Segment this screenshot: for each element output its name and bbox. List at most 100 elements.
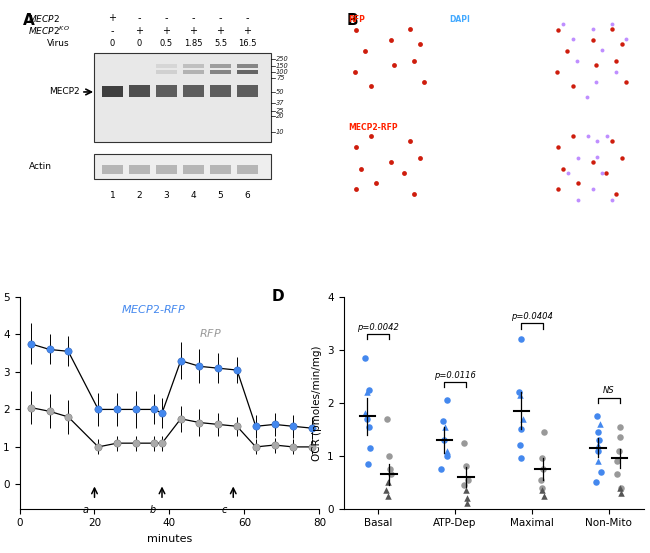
Point <box>514 388 525 397</box>
Text: p=0.0116: p=0.0116 <box>434 371 476 379</box>
Text: 2: 2 <box>136 191 142 200</box>
Text: 150: 150 <box>276 63 289 69</box>
Text: -: - <box>111 26 114 36</box>
Point <box>381 486 391 494</box>
Point <box>436 465 447 473</box>
Text: 250: 250 <box>276 56 289 62</box>
Text: 3: 3 <box>164 191 170 200</box>
Bar <box>156 65 177 67</box>
Point <box>359 409 370 418</box>
Bar <box>183 85 204 97</box>
Text: 100: 100 <box>276 70 289 75</box>
Text: $\it{MECP2}^{\it{KO}}$: $\it{MECP2}^{\it{KO}}$ <box>29 25 70 38</box>
Point <box>362 388 372 397</box>
Point <box>365 444 376 452</box>
Text: NS: NS <box>603 387 615 395</box>
Point <box>442 446 452 455</box>
Point <box>515 441 526 450</box>
Point <box>250 442 261 451</box>
Text: 5.5: 5.5 <box>214 39 227 48</box>
Point <box>612 457 622 466</box>
Point <box>437 417 448 426</box>
Point <box>536 475 547 484</box>
Point <box>112 405 122 414</box>
Point <box>385 465 395 473</box>
Point <box>616 483 626 492</box>
Text: Virus: Virus <box>47 39 69 48</box>
Text: $\it{MECP2}$: $\it{MECP2}$ <box>29 13 60 24</box>
Point <box>615 483 625 492</box>
Text: +: + <box>162 26 170 36</box>
Text: 16.5: 16.5 <box>239 39 257 48</box>
Bar <box>183 165 204 174</box>
Point <box>463 475 474 484</box>
Text: 0: 0 <box>137 39 142 48</box>
Point <box>592 411 603 420</box>
Point <box>63 347 73 356</box>
Point <box>362 414 372 423</box>
Text: Actin: Actin <box>29 162 51 171</box>
Text: 6: 6 <box>244 191 250 200</box>
Point <box>518 414 528 423</box>
Point <box>250 422 261 431</box>
Point <box>458 481 469 489</box>
Point <box>131 405 141 414</box>
Point <box>593 427 603 436</box>
Bar <box>183 65 204 67</box>
Bar <box>156 70 177 74</box>
Point <box>44 407 55 416</box>
Text: b: b <box>150 505 156 515</box>
Bar <box>183 70 204 74</box>
Text: D: D <box>272 289 284 304</box>
Text: p=0.0404: p=0.0404 <box>511 312 553 321</box>
Text: +: + <box>135 26 144 36</box>
Text: 75: 75 <box>276 75 285 81</box>
Text: 5: 5 <box>218 191 224 200</box>
Point <box>157 439 167 447</box>
Point <box>442 451 452 460</box>
Point <box>516 425 526 434</box>
Bar <box>94 154 272 179</box>
Point <box>537 486 547 494</box>
Point <box>592 457 603 466</box>
Text: p=0.0042: p=0.0042 <box>358 323 399 332</box>
Point <box>441 396 452 405</box>
Text: DAPI: DAPI <box>449 15 470 24</box>
Point <box>459 438 469 447</box>
Point <box>462 499 472 508</box>
Text: 1.85: 1.85 <box>184 39 203 48</box>
Point <box>592 446 603 455</box>
Point <box>363 422 374 431</box>
Text: MECP2: MECP2 <box>49 87 79 96</box>
Point <box>515 390 526 399</box>
Bar <box>210 85 231 97</box>
Point <box>213 364 224 373</box>
Bar <box>237 65 258 67</box>
Text: 4: 4 <box>190 191 196 200</box>
Bar <box>101 86 124 97</box>
Bar <box>129 165 150 174</box>
Point <box>194 362 205 371</box>
Point <box>213 420 224 429</box>
Point <box>595 467 606 476</box>
X-axis label: minutes: minutes <box>147 534 192 544</box>
Y-axis label: OCR (pmoles/min/mg): OCR (pmoles/min/mg) <box>311 345 322 461</box>
Point <box>540 427 550 436</box>
Point <box>232 422 242 431</box>
Bar <box>94 54 272 142</box>
Point <box>112 439 122 447</box>
Point <box>439 422 450 431</box>
Text: $\mathit{MECP2}$-$\mathit{RFP}$: $\mathit{MECP2}$-$\mathit{RFP}$ <box>122 304 187 315</box>
Text: +: + <box>190 26 198 36</box>
Point <box>462 494 473 503</box>
Point <box>461 486 471 494</box>
Point <box>594 420 604 429</box>
Text: -: - <box>138 13 141 23</box>
Point <box>131 439 141 447</box>
Point <box>288 442 298 451</box>
Point <box>536 454 547 463</box>
Point <box>382 414 393 423</box>
Point <box>157 409 167 418</box>
Bar <box>129 70 150 74</box>
Point <box>150 405 160 414</box>
